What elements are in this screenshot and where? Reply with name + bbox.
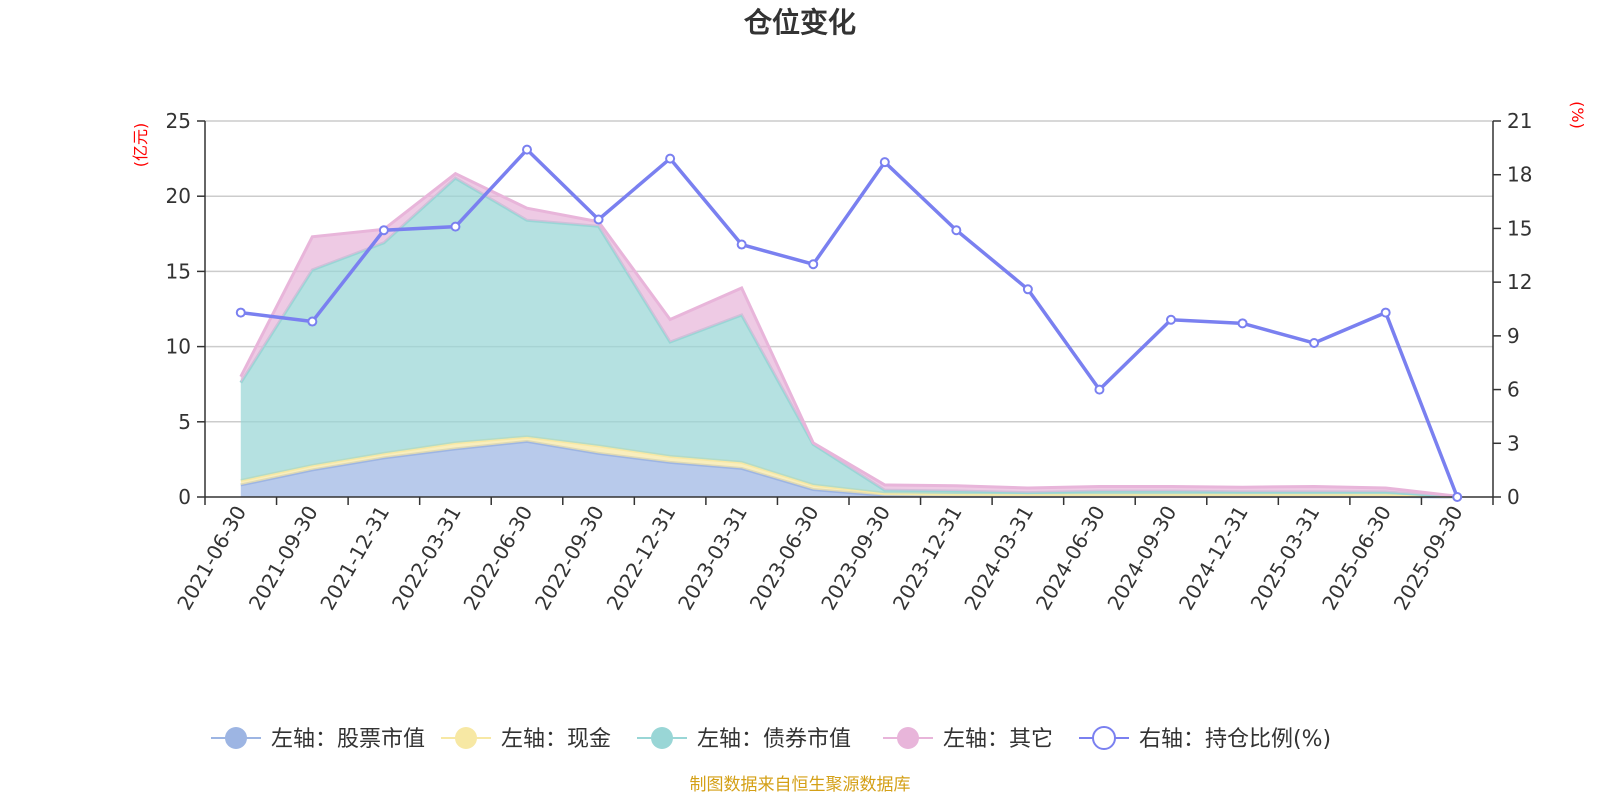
right-axis-tick-label: 9 xyxy=(1507,324,1520,348)
left-axis-tick-label: 5 xyxy=(178,410,191,434)
area-series-1 xyxy=(240,441,1458,497)
line-point xyxy=(593,214,604,225)
x-axis-tick-label: 2023-12-31 xyxy=(888,501,967,614)
legend-marker xyxy=(455,727,477,749)
line-point xyxy=(665,153,676,164)
x-axis-tick-label: 2023-09-30 xyxy=(816,502,895,615)
line-point xyxy=(951,225,962,236)
holding-ratio-polyline xyxy=(240,147,1459,498)
x-axis-tick-label: 2025-09-30 xyxy=(1389,502,1468,615)
line-point xyxy=(1166,314,1176,325)
x-axis-tick-label: 2024-03-31 xyxy=(959,502,1038,615)
x-axis-tick-label: 2022-03-31 xyxy=(387,502,466,615)
chart-title: 仓位变化 xyxy=(744,6,856,39)
x-axis-tick-label: 2022-12-31 xyxy=(602,502,681,615)
x-axis-tick-label: 2025-06-30 xyxy=(1317,502,1396,615)
line-point xyxy=(1452,492,1463,502)
left-axis-tick-label: 10 xyxy=(166,335,191,359)
legend[interactable]: 左轴：股票市值 左轴：现金 左轴：债券市值 左轴：其它 右轴：持仓比例(%) xyxy=(211,726,1331,752)
left-axis-unit: (亿元) xyxy=(131,123,150,168)
holding-ratio-line xyxy=(235,144,1463,502)
left-axis-tick-label: 15 xyxy=(166,259,191,283)
line-point xyxy=(736,239,747,250)
legend-item[interactable]: 左轴：现金 xyxy=(441,727,611,752)
line-point xyxy=(235,307,246,318)
legend-label: 左轴：股票市值 xyxy=(271,727,425,752)
legend-item[interactable]: 左轴：其它 xyxy=(883,727,1053,752)
legend-label: 左轴：其它 xyxy=(943,727,1053,752)
x-axis-tick-label: 2024-06-30 xyxy=(1031,502,1110,615)
stacked-areas xyxy=(239,171,1458,499)
x-axis-tick-label: 2024-12-31 xyxy=(1174,502,1253,615)
legend-marker xyxy=(897,727,919,749)
right-axis-unit: (%) xyxy=(1568,101,1587,129)
right-axis-tick-label: 15 xyxy=(1507,216,1532,240)
left-axis-tick-label: 25 xyxy=(166,109,191,133)
right-axis-tick-label: 6 xyxy=(1507,378,1520,402)
x-axis-tick-label: 2023-03-31 xyxy=(673,502,752,615)
left-axis-tick-label: 20 xyxy=(166,184,191,208)
line-point xyxy=(450,221,461,232)
line-point xyxy=(1094,384,1105,395)
x-axis-tick-label: 2021-09-30 xyxy=(244,502,323,615)
line-point xyxy=(1380,307,1391,318)
area-series-edge-4 xyxy=(239,171,1458,498)
legend-marker xyxy=(1092,726,1116,750)
x-axis-tick-label: 2021-12-31 xyxy=(315,502,394,615)
legend-item[interactable]: 右轴：持仓比例(%) xyxy=(1079,726,1331,752)
area-series-3 xyxy=(240,178,1458,498)
x-axis-tick-label: 2022-09-30 xyxy=(530,502,609,615)
legend-label: 左轴：债券市值 xyxy=(697,727,851,752)
source-note: 制图数据来自恒生聚源数据库 xyxy=(690,775,911,795)
x-axis-tick-label: 2021-06-30 xyxy=(172,502,251,615)
left-axis-tick-label: 0 xyxy=(178,485,191,509)
legend-marker xyxy=(225,727,247,749)
x-axis-tick-label: 2022-06-30 xyxy=(458,502,537,615)
line-point xyxy=(1022,284,1033,295)
line-point xyxy=(879,157,890,168)
x-axis-tick-label: 2023-06-30 xyxy=(745,502,824,615)
right-axis-tick-label: 12 xyxy=(1507,270,1532,294)
right-axis-tick-label: 0 xyxy=(1507,485,1520,509)
line-point xyxy=(522,144,532,155)
line-point xyxy=(1309,338,1320,349)
legend-label: 右轴：持仓比例(%) xyxy=(1139,727,1331,752)
right-axis-tick-label: 18 xyxy=(1507,163,1532,187)
line-point xyxy=(1237,318,1248,329)
legend-item[interactable]: 左轴：股票市值 xyxy=(211,727,425,752)
legend-label: 左轴：现金 xyxy=(501,727,611,752)
x-axis-tick-label: 2024-09-30 xyxy=(1102,502,1181,615)
line-point xyxy=(307,316,318,327)
legend-item[interactable]: 左轴：债券市值 xyxy=(637,727,851,752)
line-point xyxy=(378,225,389,236)
right-axis-tick-label: 3 xyxy=(1507,431,1520,455)
legend-marker xyxy=(651,727,673,749)
x-axis-tick-label: 2025-03-31 xyxy=(1246,502,1325,615)
right-axis-tick-label: 21 xyxy=(1507,109,1532,133)
line-point xyxy=(808,259,819,270)
